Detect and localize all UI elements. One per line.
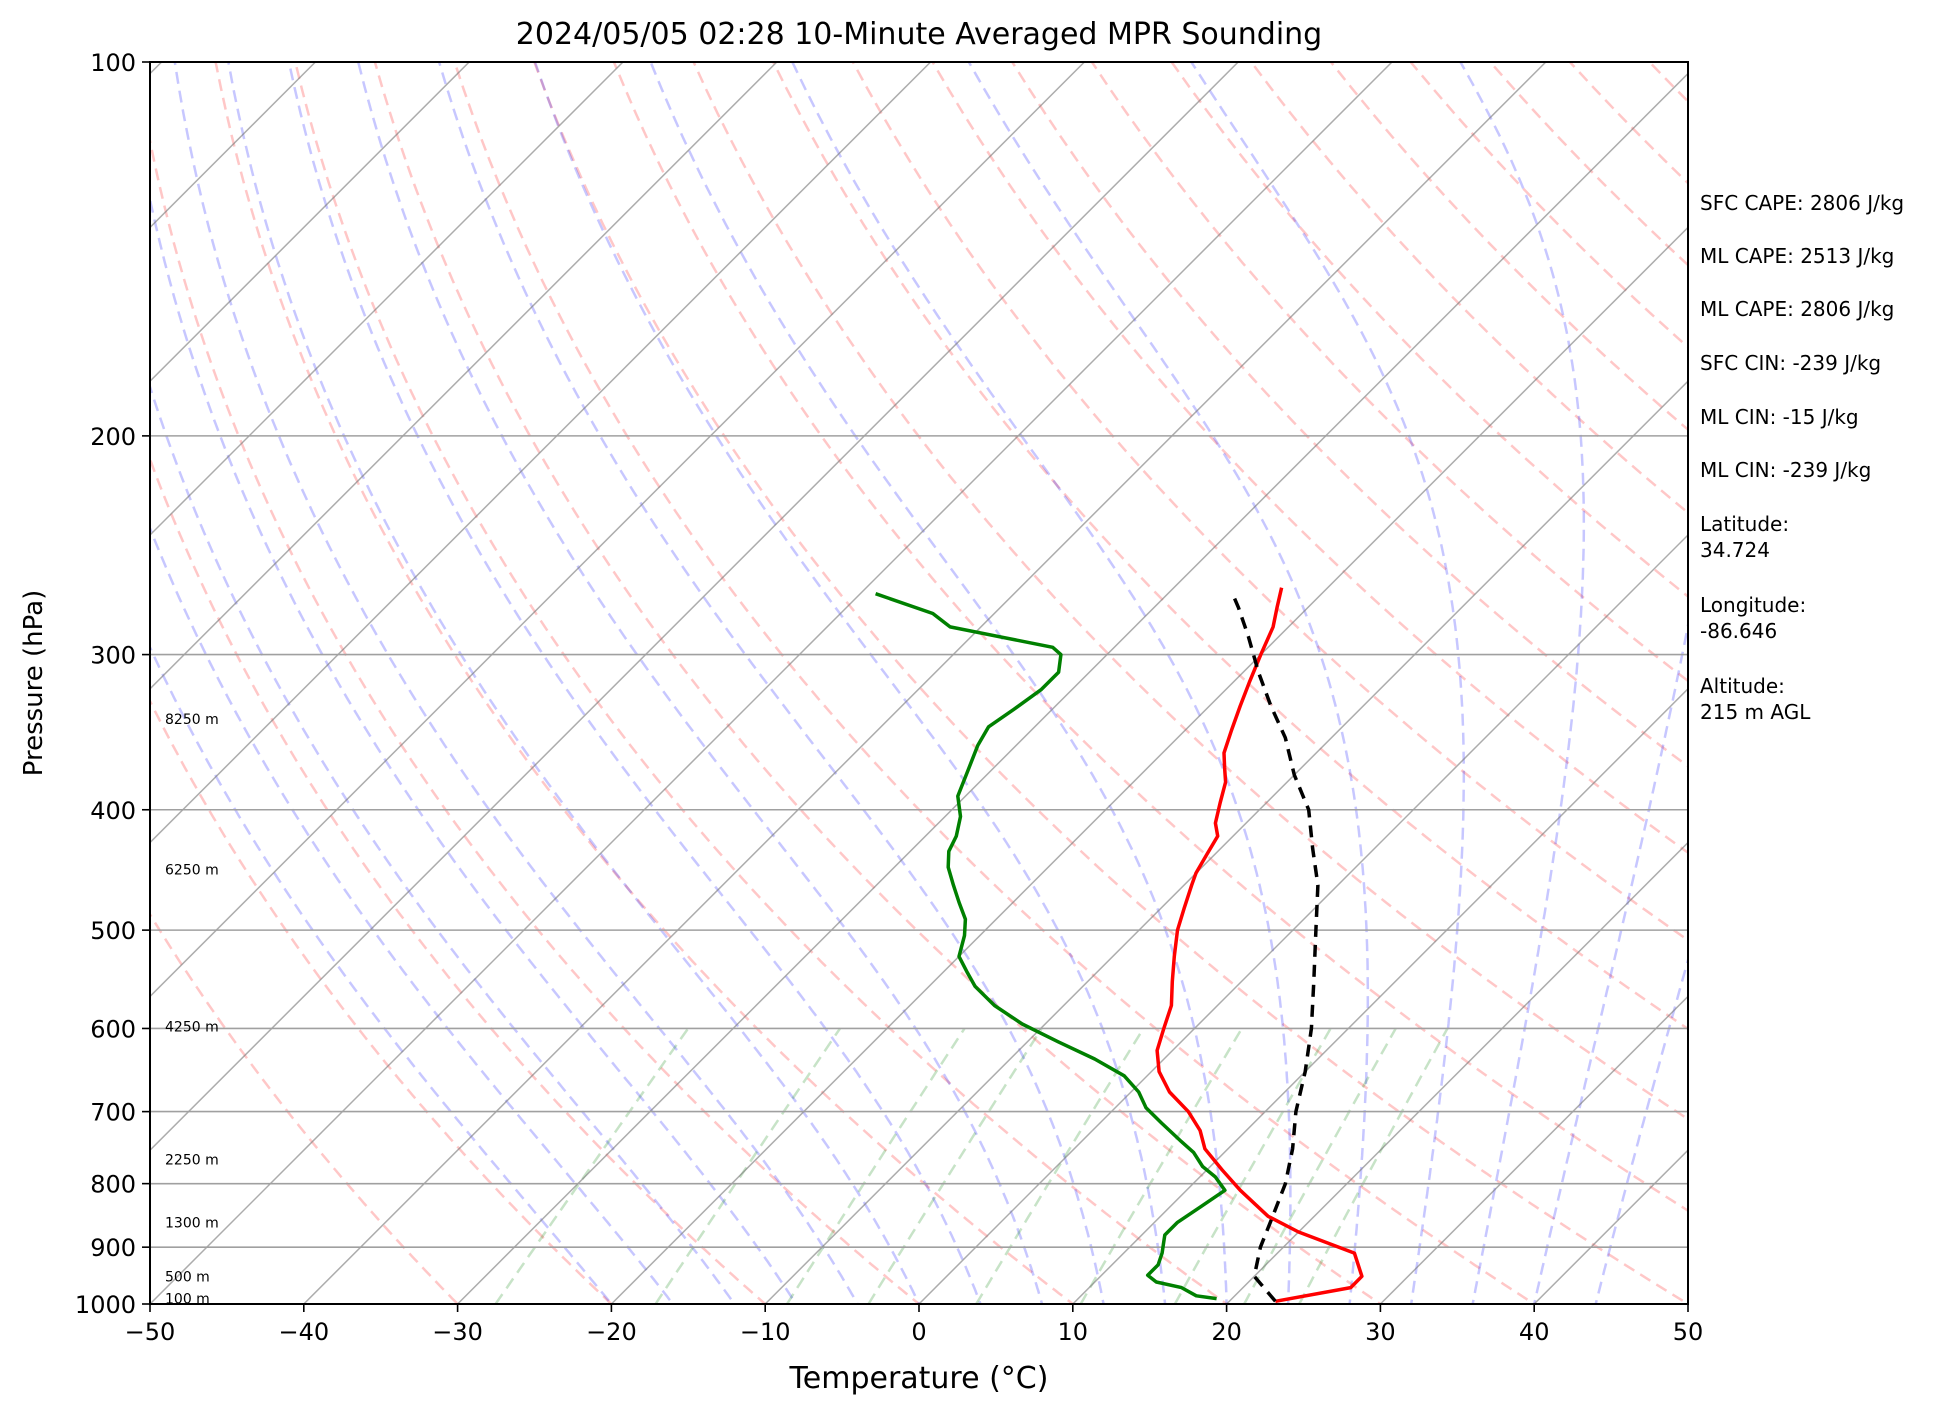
- moist-adiabat-line: [150, 193, 798, 1304]
- x-tick-label: −40: [278, 1318, 329, 1346]
- height-label: 1300 m: [165, 1216, 219, 1232]
- moist-adiabat-line: [967, 62, 1370, 1304]
- dry-adiabat-line: [150, 455, 768, 1304]
- isotherm-line: [1072, 687, 1688, 1304]
- isotherm-line: [150, 62, 1239, 1152]
- y-tick-label: 400: [90, 797, 136, 825]
- moist-adiabat-line: [173, 62, 859, 1304]
- y-tick-label: 500: [90, 917, 136, 945]
- isotherm-line: [150, 62, 778, 690]
- mixing-ratio-line: [867, 1027, 1043, 1304]
- dry-adiabat-line: [150, 698, 614, 1304]
- moist-adiabat-line: [356, 62, 1044, 1304]
- height-label: 8250 m: [165, 712, 219, 728]
- ml-cape-text-1: ML CAPE: 2513 J/kg: [1700, 244, 1895, 268]
- moist-adiabat-line: [1532, 619, 1688, 1304]
- dry-adiabat-line: [771, 62, 1688, 1031]
- longitude-text: Longitude: -86.646: [1700, 593, 1807, 643]
- x-tick-label: −50: [125, 1318, 176, 1346]
- y-tick-label: 200: [90, 423, 136, 451]
- x-tick-label: 30: [1365, 1318, 1396, 1346]
- temperature-line: [1155, 587, 1364, 1304]
- y-tick-label: 700: [90, 1099, 136, 1127]
- dry-adiabat-line: [1329, 62, 1688, 432]
- height-label: 4250 m: [165, 1020, 219, 1036]
- ml-cin-text-2: ML CIN: -239 J/kg: [1700, 458, 1872, 482]
- dry-adiabat-line: [612, 62, 1688, 1213]
- x-tick-label: 0: [911, 1318, 926, 1346]
- moist-adiabat-line: [437, 62, 1105, 1304]
- x-tick-label: 10: [1058, 1318, 1089, 1346]
- x-axis-label: Temperature (°C): [789, 1361, 1049, 1396]
- isotherm-line: [1226, 841, 1688, 1304]
- altitude-text: Altitude: 215 m AGL: [1700, 674, 1811, 724]
- x-tick-label: 50: [1673, 1318, 1704, 1346]
- moist-adiabat-line: [1459, 62, 1586, 1304]
- mixing-ratio-line: [494, 1027, 690, 1304]
- dry-adiabat-line: [214, 62, 1075, 1304]
- moist-adiabat-line: [533, 62, 1167, 1304]
- dry-adiabat-line: [294, 62, 1229, 1304]
- dry-adiabat-line: [150, 134, 921, 1304]
- height-label: 500 m: [165, 1269, 210, 1285]
- isotherm-line: [303, 62, 1547, 1304]
- x-tick-label: −20: [586, 1318, 637, 1346]
- moist-adiabat-line: [227, 62, 921, 1304]
- sfc-cape-text: SFC CAPE: 2806 J/kg: [1700, 191, 1905, 215]
- moist-adiabat-line: [791, 62, 1292, 1304]
- moist-adiabat-line: [150, 644, 614, 1304]
- chart-title: 2024/05/05 02:28 10-Minute Averaged MPR …: [516, 17, 1322, 52]
- dry-adiabat-line: [1170, 62, 1688, 599]
- isotherm-line: [1379, 995, 1688, 1304]
- height-label: 2250 m: [165, 1153, 219, 1169]
- moist-adiabat-line: [150, 525, 675, 1304]
- x-tick-label: −10: [740, 1318, 791, 1346]
- latitude-text: Latitude: 34.724: [1700, 512, 1790, 562]
- sfc-cin-text: SFC CIN: -239 J/kg: [1700, 351, 1882, 375]
- mixing-ratio-line: [975, 1027, 1145, 1304]
- y-axis-label: Pressure (hPa): [19, 590, 49, 777]
- moist-adiabat-line: [1190, 62, 1466, 1304]
- y-tick-label: 100: [90, 49, 136, 77]
- parcel-line: [1230, 593, 1320, 1303]
- x-tick-label: 20: [1211, 1318, 1242, 1346]
- plot-frame: [149, 61, 1689, 1305]
- isotherm-line: [0, 62, 8, 1304]
- height-label: 100 m: [165, 1292, 210, 1308]
- ml-cin-text-1: ML CIN: -15 J/kg: [1700, 405, 1859, 429]
- moist-adiabat-line: [287, 62, 982, 1304]
- isotherm-line: [150, 62, 1085, 998]
- x-tick-label: 40: [1519, 1318, 1550, 1346]
- dry-adiabat-line: [931, 62, 1688, 855]
- dry-adiabat-line: [1010, 62, 1688, 768]
- dry-adiabat-line: [692, 62, 1688, 1121]
- isotherm-line: [150, 62, 932, 844]
- isotherm-line: [150, 62, 624, 537]
- y-tick-label: 900: [90, 1234, 136, 1262]
- isotherm-line: [918, 533, 1688, 1304]
- y-tick-label: 800: [90, 1171, 136, 1199]
- isotherm-line: [610, 226, 1688, 1304]
- isotherm-line: [764, 380, 1688, 1304]
- dry-adiabat-line: [1408, 62, 1688, 349]
- isotherm-line: [150, 62, 470, 383]
- isotherm-line: [457, 72, 1688, 1304]
- height-label: 6250 m: [165, 863, 219, 879]
- isotherm-line: [150, 62, 1393, 1304]
- dry-adiabat-line: [150, 912, 460, 1304]
- y-tick-label: 600: [90, 1015, 136, 1043]
- ml-cape-text-2: ML CAPE: 2806 J/kg: [1700, 297, 1895, 321]
- y-tick-label: 1000: [75, 1291, 136, 1319]
- mixing-ratio-line: [785, 1027, 966, 1304]
- moist-adiabat-line: [649, 62, 1228, 1304]
- dewpoint-line: [875, 592, 1227, 1301]
- y-tick-label: 300: [90, 642, 136, 670]
- dry-adiabat-line: [453, 62, 1537, 1304]
- x-tick-label: −30: [432, 1318, 483, 1346]
- dry-adiabat-line: [532, 62, 1688, 1304]
